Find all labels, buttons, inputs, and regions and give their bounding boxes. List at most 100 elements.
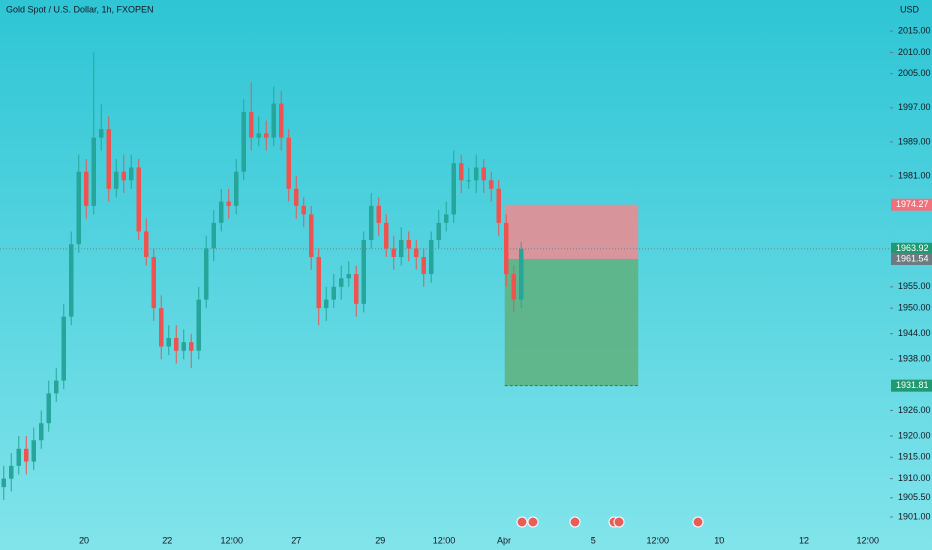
- candle-body: [361, 239, 366, 304]
- candle-body: [428, 239, 434, 275]
- y-tick-label: 2015.00: [898, 25, 931, 35]
- candle-body: [211, 222, 216, 249]
- candle-body: [316, 256, 321, 309]
- candle-body: [196, 299, 201, 351]
- candle-body: [31, 440, 36, 462]
- candle-body: [38, 423, 44, 441]
- candle-body: [376, 205, 381, 223]
- candle-body: [398, 239, 404, 257]
- candle-body: [391, 248, 396, 257]
- candle-body: [278, 103, 284, 138]
- chart-title: Gold Spot / U.S. Dollar, 1h, FXOPEN: [6, 4, 154, 14]
- y-tick-label: 1997.00: [898, 102, 931, 112]
- candle-body: [473, 167, 479, 181]
- candle-body: [413, 248, 419, 257]
- candle-body: [331, 286, 336, 300]
- event-icon: [613, 516, 625, 528]
- x-tick-label: 22: [162, 535, 172, 545]
- y-tick-label: 1944.00: [898, 328, 931, 338]
- candle-body: [233, 171, 239, 206]
- candle-body: [383, 222, 389, 249]
- candle-body: [338, 278, 344, 287]
- candle-body: [218, 201, 224, 223]
- y-tick-label: 2005.00: [898, 68, 931, 78]
- y-tick-label: 1915.00: [898, 452, 931, 462]
- event-icon: [527, 516, 539, 528]
- candle-body: [113, 171, 119, 189]
- candle-body: [511, 274, 516, 300]
- event-icon: [692, 516, 704, 528]
- x-tick-label: Apr: [497, 535, 511, 545]
- entry-label-bg: [891, 252, 932, 265]
- candle-body: [481, 167, 486, 181]
- candle-body: [136, 167, 141, 232]
- candle-body: [443, 214, 449, 223]
- candle-body: [1, 478, 6, 488]
- candle-body: [181, 342, 186, 351]
- candle-body: [173, 337, 179, 351]
- x-tick-label: 5: [591, 535, 596, 545]
- candle-body: [503, 222, 509, 275]
- stop-label-bg: [891, 198, 932, 211]
- x-tick-label: 12:00: [433, 535, 456, 545]
- candle-body: [16, 448, 21, 466]
- target-zone: [504, 258, 639, 386]
- y-tick-label: 1926.00: [898, 405, 931, 415]
- candle-body: [308, 214, 314, 257]
- candle-body: [248, 112, 254, 138]
- candle-body: [53, 380, 59, 394]
- candle-body: [188, 342, 194, 351]
- candle-body: [271, 103, 276, 138]
- y-tick-label: 1920.00: [898, 430, 931, 440]
- x-tick-label: 20: [79, 535, 89, 545]
- candle-body: [68, 244, 74, 317]
- candle-body: [406, 239, 411, 249]
- y-tick-label: 1905.50: [898, 492, 931, 502]
- candle-body: [203, 248, 209, 300]
- candle-body: [488, 180, 494, 189]
- candle-body: [301, 205, 306, 215]
- y-tick-label: 1938.00: [898, 354, 931, 364]
- candle-body: [368, 205, 374, 240]
- candle-body: [451, 163, 456, 215]
- y-tick-label: 1901.00: [898, 511, 931, 521]
- candle-body: [91, 137, 96, 206]
- x-tick-label: 10: [714, 535, 724, 545]
- candle-body: [61, 316, 66, 381]
- candle-body: [83, 171, 89, 206]
- candle-body: [143, 231, 149, 257]
- current-price-label: 1963.92: [896, 243, 929, 253]
- event-icon: [569, 516, 581, 528]
- candle-body: [46, 393, 51, 424]
- candle-body: [158, 308, 164, 347]
- candle-body: [8, 465, 14, 479]
- x-tick-label: 12:00: [646, 535, 669, 545]
- candle-body: [436, 222, 441, 240]
- candle-body: [128, 167, 134, 181]
- x-tick-label: 29: [375, 535, 385, 545]
- candle-body: [466, 180, 471, 182]
- candle-body: [98, 129, 104, 138]
- stop-label: 1974.27: [896, 199, 929, 209]
- x-tick-label: 12:00: [856, 535, 879, 545]
- y-tick-label: 1989.00: [898, 136, 931, 146]
- x-tick-label: 27: [291, 535, 301, 545]
- candle-body: [263, 133, 269, 138]
- candle-body: [421, 256, 426, 275]
- stop-zone: [504, 204, 639, 259]
- candle-body: [121, 171, 126, 181]
- y-tick-label: 1955.00: [898, 281, 931, 291]
- candle-body: [458, 163, 464, 181]
- candle-body: [226, 201, 231, 206]
- candle-body: [293, 188, 299, 206]
- candle-body: [256, 133, 261, 138]
- target-label: 1931.81: [896, 380, 929, 390]
- y-tick-label: 1910.00: [898, 473, 931, 483]
- event-icon: [516, 516, 528, 528]
- x-tick-label: 12:00: [220, 535, 243, 545]
- y-tick-label: 2010.00: [898, 47, 931, 57]
- event-icons: [516, 516, 704, 528]
- x-tick-label: 12: [799, 535, 809, 545]
